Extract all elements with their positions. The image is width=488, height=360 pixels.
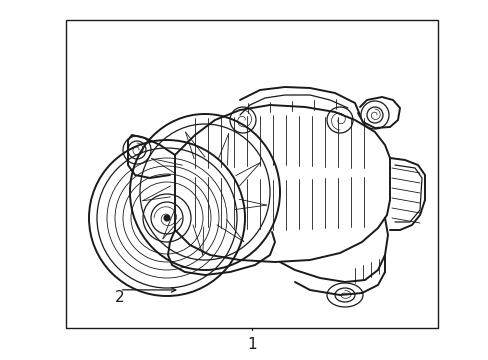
Text: 1: 1 [246,337,256,352]
Text: 2: 2 [115,290,124,305]
Ellipse shape [163,215,170,221]
Bar [66,20,437,328]
